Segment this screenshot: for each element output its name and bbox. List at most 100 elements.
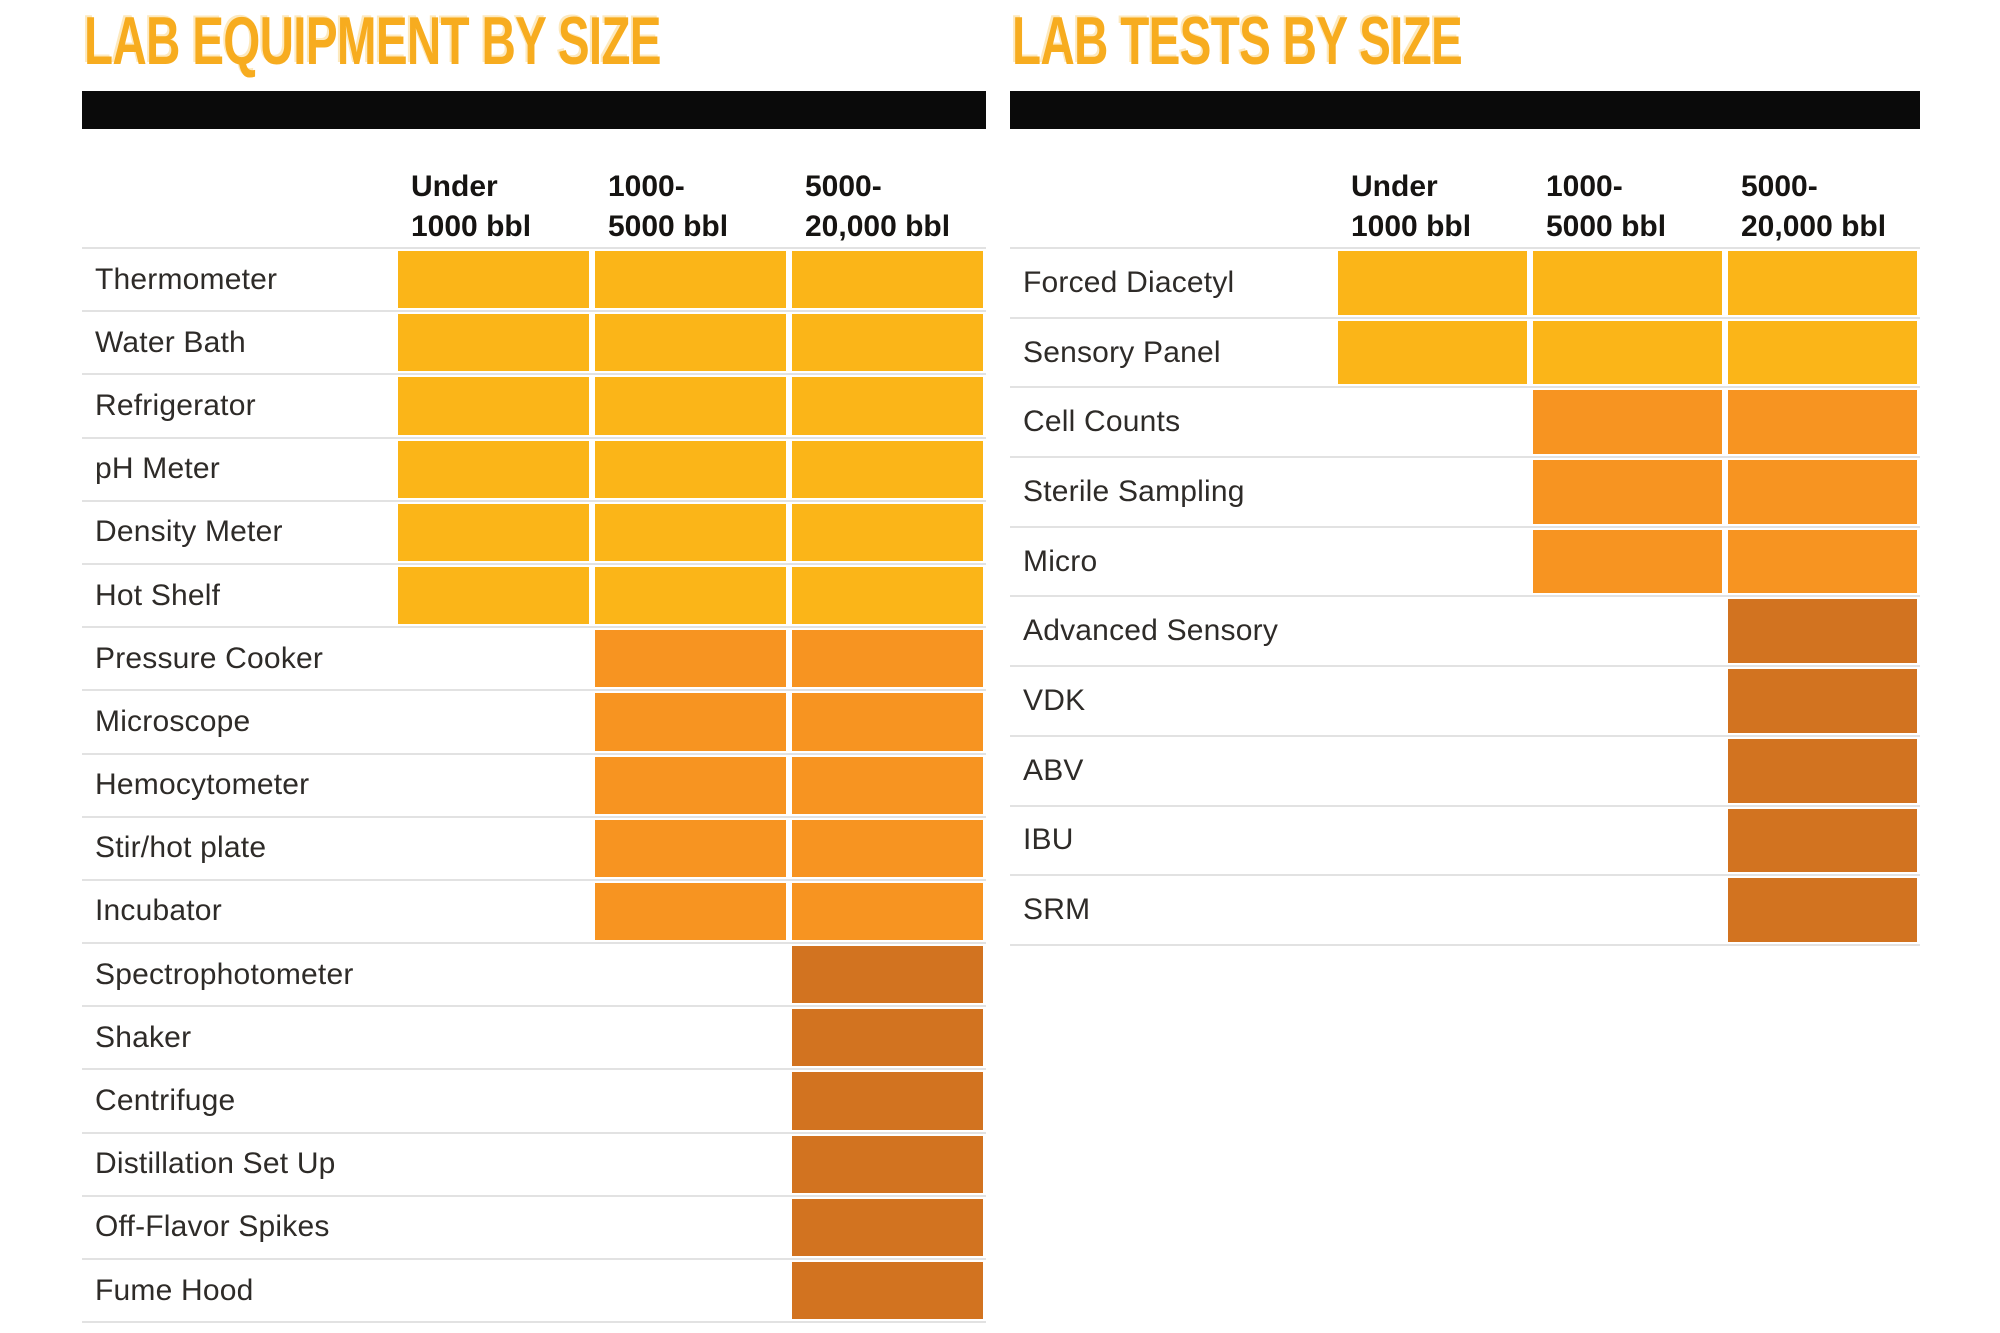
matrix-cell <box>592 565 789 626</box>
matrix-cell-fill <box>595 314 786 372</box>
matrix-cell <box>789 565 986 626</box>
matrix-cell-fill <box>792 1198 983 1256</box>
matrix-cell <box>789 375 986 436</box>
matrix-cell <box>395 375 592 436</box>
matrix-cell <box>592 1007 789 1068</box>
matrix-cell <box>1335 319 1530 387</box>
matrix-cell <box>592 628 789 689</box>
matrix-cell <box>592 1070 789 1131</box>
title-underline-bar <box>1010 91 1920 129</box>
matrix-cell-fill <box>595 756 786 814</box>
table-row: Off-Flavor Spikes <box>82 1197 986 1260</box>
table-row: Centrifuge <box>82 1070 986 1134</box>
rows: Thermometer Water Bath Refrigerator pH Mete… <box>82 247 986 1324</box>
matrix-cell-fill <box>595 630 786 688</box>
matrix-cell-fill <box>1728 251 1917 315</box>
matrix-cell <box>1335 667 1530 735</box>
matrix-cell <box>1335 458 1530 526</box>
matrix-cell <box>395 1070 592 1131</box>
table-row: Hot Shelf <box>82 565 986 629</box>
matrix-cell <box>592 1134 789 1195</box>
column-header-line1: 5000- <box>805 170 882 203</box>
matrix-cell-fill <box>792 1072 983 1130</box>
matrix-cell-fill <box>792 314 983 372</box>
matrix-cell <box>1725 876 1920 944</box>
matrix-cell <box>1530 876 1725 944</box>
matrix-cell <box>395 755 592 816</box>
matrix-cell <box>592 818 789 879</box>
matrix-cell <box>1335 807 1530 875</box>
matrix-cell <box>395 1007 592 1068</box>
row-label: Pressure Cooker <box>95 641 324 675</box>
panel-title: LAB TESTS BY SIZE <box>1012 3 1463 79</box>
table-row: Spectrophotometer <box>82 944 986 1008</box>
matrix-cell <box>395 502 592 563</box>
matrix-cell-fill <box>1533 251 1722 315</box>
matrix-cell <box>1530 319 1725 387</box>
matrix-cell <box>592 439 789 500</box>
table-row: Sensory Panel <box>1010 319 1920 389</box>
matrix-cell <box>1335 737 1530 805</box>
matrix-cell <box>1725 807 1920 875</box>
matrix-cell <box>395 565 592 626</box>
row-label: Advanced Sensory <box>1023 614 1279 648</box>
matrix-cell-fill <box>595 566 786 625</box>
matrix-cell <box>789 249 986 310</box>
matrix-cell <box>395 691 592 752</box>
matrix-cell <box>789 818 986 879</box>
row-label: Thermometer <box>95 262 278 296</box>
matrix-cell-fill <box>792 377 983 435</box>
matrix-cell-fill <box>1728 878 1917 942</box>
row-label: Cell Counts <box>1023 405 1181 439</box>
matrix-cell <box>1335 528 1530 596</box>
panel-title: LAB EQUIPMENT BY SIZE <box>84 3 662 79</box>
table-row: Cell Counts <box>1010 388 1920 459</box>
matrix-cell <box>1725 458 1920 526</box>
matrix-cell-fill <box>1533 460 1722 524</box>
row-label: SRM <box>1023 893 1091 927</box>
row-label: Centrifuge <box>95 1084 236 1118</box>
matrix-cell <box>592 1260 789 1321</box>
matrix-cell-fill <box>792 946 983 1004</box>
row-label: Density Meter <box>95 515 283 549</box>
row-label: Hot Shelf <box>95 578 221 612</box>
matrix-cell <box>592 312 789 373</box>
matrix-cell-fill <box>1728 738 1917 803</box>
matrix-cell <box>395 818 592 879</box>
matrix-cell-fill <box>792 566 983 625</box>
matrix-cell-fill <box>792 819 983 877</box>
matrix-cell <box>1725 319 1920 387</box>
row-label: Shaker <box>95 1020 192 1054</box>
matrix-cell-fill <box>792 882 983 941</box>
row-label: Sterile Sampling <box>1023 474 1245 508</box>
matrix-cell <box>592 502 789 563</box>
matrix-cell <box>789 944 986 1005</box>
matrix-cell-fill <box>1728 390 1917 455</box>
matrix-cell <box>592 881 789 942</box>
matrix-cell <box>789 691 986 752</box>
matrix-cell-fill <box>1728 599 1917 664</box>
table-row: Advanced Sensory <box>1010 597 1920 668</box>
row-label: Micro <box>1023 544 1098 578</box>
matrix-cell-fill <box>792 251 983 309</box>
matrix-cell <box>789 881 986 942</box>
table-row: Water Bath <box>82 312 986 376</box>
matrix-cell-fill <box>398 377 589 435</box>
matrix-cell <box>1335 876 1530 944</box>
table-row: Pressure Cooker <box>82 628 986 692</box>
table-row: Microscope <box>82 691 986 755</box>
matrix-cell-fill <box>1533 390 1722 455</box>
matrix-cell-fill <box>1728 808 1917 873</box>
column-headers: Under 1000 bbl 1000- 5000 bbl 5000- 20,000 bb… <box>82 167 986 247</box>
matrix-cell <box>789 755 986 816</box>
row-label: ABV <box>1023 753 1084 787</box>
column-header-line1: 1000- <box>1546 170 1623 203</box>
matrix-cell <box>1725 388 1920 456</box>
column-header-line1: Under <box>1351 170 1438 203</box>
column-header-line1: 5000- <box>1741 170 1818 203</box>
matrix-cell-fill <box>1533 529 1722 594</box>
matrix-cell <box>789 1260 986 1321</box>
row-label: Sensory Panel <box>1023 335 1221 369</box>
matrix-cell <box>1725 737 1920 805</box>
matrix-cell-fill <box>792 440 983 498</box>
